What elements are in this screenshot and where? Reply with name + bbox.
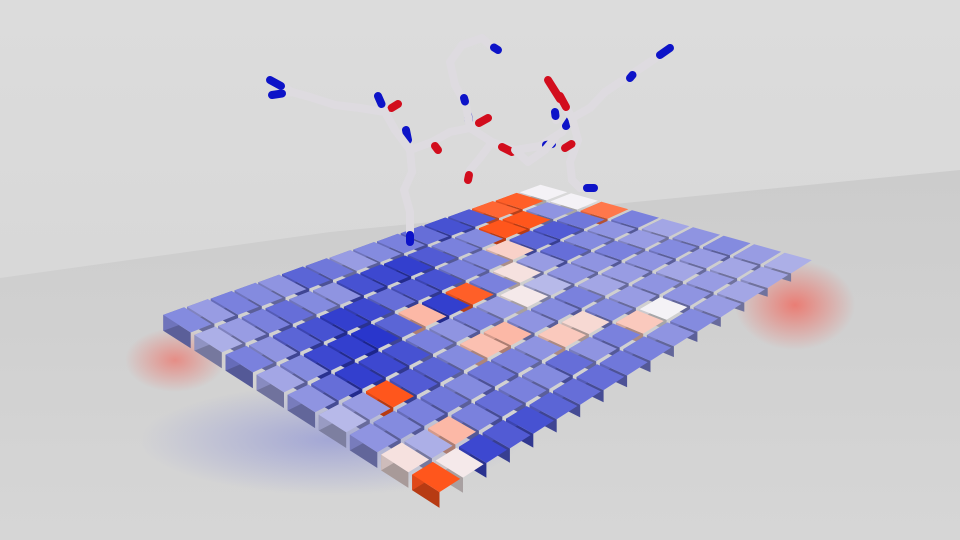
bond-stick [498, 143, 516, 156]
heatmap-cell [381, 442, 430, 488]
heatmap-cell [256, 365, 305, 409]
bond-stick [460, 94, 469, 106]
heatmap-cell [163, 307, 212, 349]
heatmap-cell [318, 403, 367, 448]
heatmap-cell [225, 345, 274, 389]
bond-stick [464, 171, 473, 184]
bond-stick [374, 92, 386, 108]
bond-stick [561, 140, 576, 152]
heatmap-cell [349, 423, 398, 468]
bond-stick [490, 43, 502, 54]
bond-stick [266, 76, 285, 90]
heatmap-cell [287, 384, 336, 429]
bond-stick [387, 100, 402, 112]
bond-stick [656, 44, 674, 59]
bond-stick [475, 114, 492, 127]
bond-stick [551, 108, 560, 120]
bond-stick [626, 71, 637, 82]
bond-stick [306, 93, 339, 109]
bond-stick [431, 142, 442, 154]
bond-stick [268, 89, 286, 99]
bond-stick [541, 134, 559, 154]
bond-stick [402, 126, 412, 144]
heatmap-cell [194, 326, 243, 369]
bond-stick [331, 101, 364, 112]
bond-stick [556, 92, 570, 111]
peptide-sticks [266, 34, 674, 246]
bond-stick [391, 126, 414, 154]
heatmap-grid [163, 184, 812, 508]
heatmap-cell [412, 461, 461, 508]
